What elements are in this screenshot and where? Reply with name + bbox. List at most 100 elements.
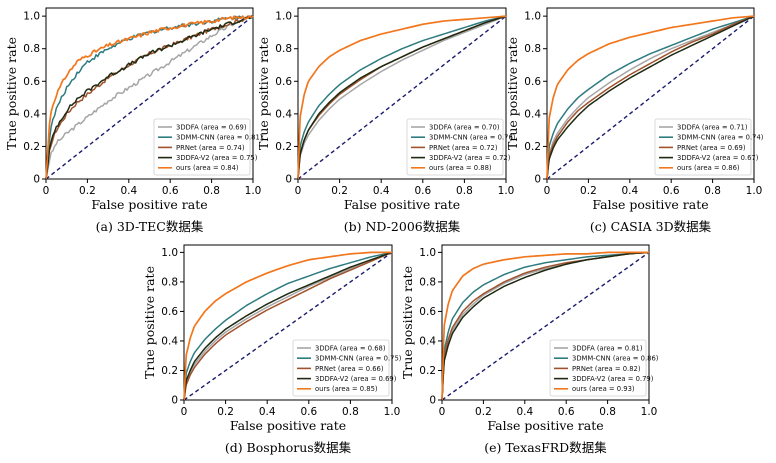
legend-label: ours (area = 0.86) <box>677 164 740 172</box>
y-tick-label: 0.4 <box>23 108 40 120</box>
x-tick-label: 0.2 <box>580 185 597 197</box>
x-tick-label: 0.6 <box>300 406 317 418</box>
legend-label: 3DDFA (area = 0.81) <box>572 344 643 352</box>
x-tick-label: 0.6 <box>414 185 431 197</box>
plot-frame <box>45 7 254 180</box>
legend-label: 3DMM-CNN (area = 0.75) <box>315 355 402 363</box>
legend-box <box>406 118 504 176</box>
legend-label: ours (area = 0.93) <box>572 385 635 393</box>
legend-label: ours (area = 0.85) <box>315 385 378 393</box>
y-tick-label: 0 <box>429 395 436 407</box>
legend-box <box>654 118 752 176</box>
x-tick-label: 0 <box>295 185 302 197</box>
y-tick-label: 1.0 <box>161 247 178 259</box>
y-tick-label: 0.8 <box>419 276 436 288</box>
series-line-3dmm-cnn <box>183 251 393 401</box>
panel-caption: (e) TexasFRD数据集 <box>484 440 607 455</box>
x-tick-label: 0.4 <box>259 406 276 418</box>
y-axis-label: True positive rate <box>400 266 415 379</box>
x-tick-label: 0.8 <box>203 185 220 197</box>
panel-caption: (a) 3D-TEC数据集 <box>96 219 204 234</box>
y-tick-label: 0.2 <box>161 365 178 377</box>
series-line-3ddfa-v2 <box>297 15 507 180</box>
x-axis-label: False positive rate <box>487 418 603 433</box>
y-tick-label: 0 <box>171 395 178 407</box>
series-line-3ddfa <box>297 15 507 180</box>
x-axis-label: False positive rate <box>91 197 207 212</box>
chance-diagonal <box>183 251 393 401</box>
legend-label: 3DDFA (area = 0.70) <box>429 123 500 131</box>
legend: 3DDFA (area = 0.68) 3DMM-CNN (area = 0.75… <box>292 339 402 397</box>
x-tick-label: 0.2 <box>475 406 492 418</box>
plot-frame <box>183 244 393 401</box>
legend: 3DDFA (area = 0.81) 3DMM-CNN (area = 0.86… <box>549 339 659 397</box>
legend-label: 3DMM-CNN (area = 0.74) <box>677 134 764 142</box>
x-tick-label: 0 <box>181 406 188 418</box>
x-tick-label: 0 <box>43 185 50 197</box>
x-tick-label: 0.2 <box>331 185 348 197</box>
legend-label: 3DDFA-V2 (area = 0.67) <box>677 154 759 162</box>
legend-box <box>549 339 647 397</box>
legend: 3DDFA (area = 0.71) 3DMM-CNN (area = 0.74… <box>654 118 764 176</box>
x-axis-label: False positive rate <box>344 197 460 212</box>
series-line-ours <box>45 15 254 180</box>
legend-label: 3DMM-CNN (area = 0.76) <box>429 134 516 142</box>
y-tick-label: 0.6 <box>275 76 292 88</box>
x-tick-label: 1.0 <box>384 406 401 418</box>
y-tick-label: 0 <box>534 174 541 186</box>
series-line-3ddfa <box>45 15 254 180</box>
y-tick-label: 1.0 <box>524 11 541 23</box>
series-line-prnet <box>183 251 393 401</box>
chart-panel-e: 0 0.2 0.4 0.6 0.8 1.0 0 0.2 0.4 0.6 0.8 1.0 False po… <box>400 244 659 455</box>
legend-label: 3DDFA-V2 (area = 0.79) <box>572 375 654 383</box>
x-tick-label: 0.2 <box>79 185 96 197</box>
series-line-3dmm-cnn <box>297 15 507 180</box>
legend-label: PRNet (area = 0.69) <box>677 144 746 152</box>
y-tick-label: 0.4 <box>275 108 292 120</box>
legend-label: PRNet (area = 0.74) <box>176 144 245 152</box>
legend-label: PRNet (area = 0.82) <box>572 365 641 373</box>
series-line-3ddfa-v2 <box>546 15 755 180</box>
y-tick-label: 0.6 <box>524 76 541 88</box>
y-tick-label: 0.2 <box>419 365 436 377</box>
x-tick-label: 0.4 <box>120 185 137 197</box>
y-tick-label: 1.0 <box>275 11 292 23</box>
y-tick-label: 0.2 <box>275 141 292 153</box>
x-tick-label: 0 <box>439 406 446 418</box>
y-tick-label: 0.2 <box>524 141 541 153</box>
x-tick-label: 0 <box>544 185 551 197</box>
legend: 3DDFA (area = 0.70) 3DMM-CNN (area = 0.76… <box>406 118 516 176</box>
y-tick-label: 0.6 <box>419 306 436 318</box>
y-tick-label: 0.8 <box>524 43 541 55</box>
panel-caption: (b) ND-2006数据集 <box>344 219 461 234</box>
x-tick-label: 0.8 <box>456 185 473 197</box>
legend: 3DDFA (area = 0.69) 3DMM-CNN (area = 0.81… <box>153 118 263 176</box>
y-tick-label: 0.2 <box>23 141 40 153</box>
x-tick-label: 0.4 <box>373 185 390 197</box>
series-line-prnet <box>546 15 755 180</box>
y-tick-label: 0.4 <box>161 335 178 347</box>
y-axis-label: True positive rate <box>505 37 520 150</box>
series-line-3ddfa-v2 <box>45 15 253 180</box>
y-tick-label: 0.6 <box>23 76 40 88</box>
legend-label: ours (area = 0.88) <box>429 164 492 172</box>
x-tick-label: 0.4 <box>516 406 533 418</box>
legend-label: ours (area = 0.84) <box>176 164 239 172</box>
chart-panel-d: 0 0.2 0.4 0.6 0.8 1.0 0 0.2 0.4 0.6 0.8 1.0 False po… <box>142 244 402 455</box>
series-line-3dmm-cnn <box>441 251 650 401</box>
x-tick-label: 0.8 <box>342 406 359 418</box>
legend-label: 3DMM-CNN (area = 0.81) <box>176 134 263 142</box>
y-tick-label: 0.8 <box>275 43 292 55</box>
y-tick-label: 1.0 <box>23 11 40 23</box>
y-tick-label: 0.4 <box>419 335 436 347</box>
legend-label: 3DDFA-V2 (area = 0.69) <box>315 375 397 383</box>
series-line-ours <box>297 15 507 180</box>
y-tick-label: 0.8 <box>161 276 178 288</box>
legend-label: 3DMM-CNN (area = 0.86) <box>572 355 659 363</box>
plot-frame <box>297 7 507 180</box>
chart-panel-a: 0 0.2 0.4 0.6 0.8 1.0 0 0.2 0.4 0.6 0.8 1.0 False po… <box>4 7 263 234</box>
chance-diagonal <box>441 251 650 401</box>
legend-label: 3DDFA-V2 (area = 0.72) <box>429 154 511 162</box>
y-tick-label: 1.0 <box>419 247 436 259</box>
